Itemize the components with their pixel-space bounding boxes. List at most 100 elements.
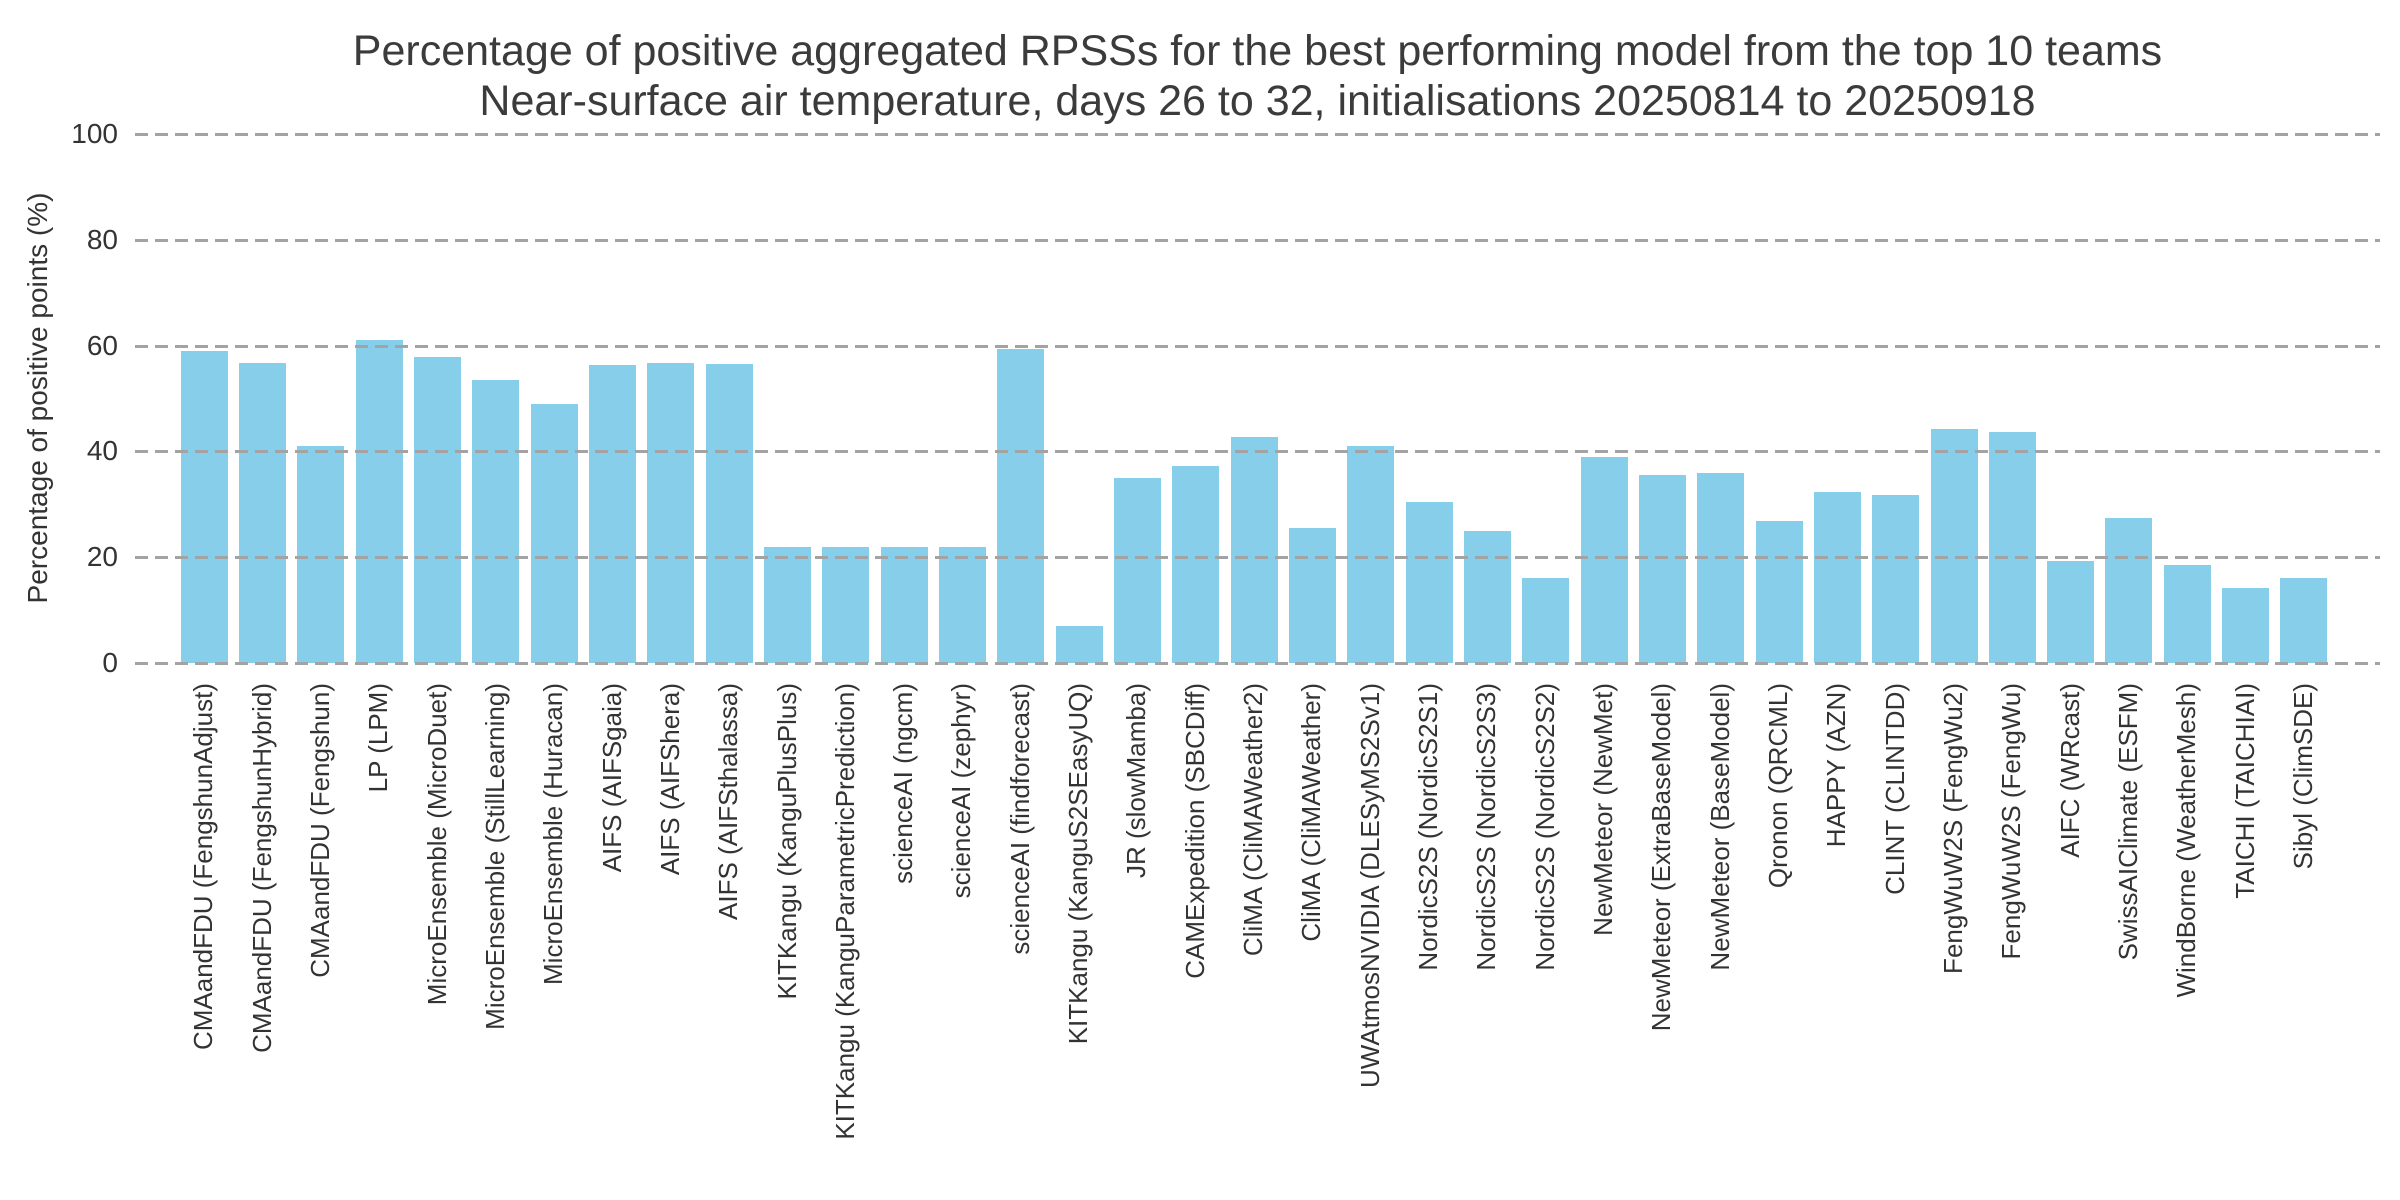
bar-slot xyxy=(642,363,700,663)
x-tick-label: WindBorne (WeatherMesh) xyxy=(2171,683,2202,998)
gridline xyxy=(135,450,2380,454)
bar-slot xyxy=(1400,502,1458,663)
x-tick-label: CMAandFDU (FengshunAdjust) xyxy=(188,683,219,1051)
x-tick-slot: scienceAI (zephyr) xyxy=(933,683,991,1200)
bar-slot xyxy=(1108,478,1166,663)
x-tick-slot: CMAandFDU (FengshunHybrid) xyxy=(233,683,291,1200)
bar-slot xyxy=(525,404,583,663)
x-tick-label: Qronon (QRCML) xyxy=(1763,683,1794,889)
x-tick-label: Sibyl (ClimSDE) xyxy=(2288,683,2319,870)
bar-slot xyxy=(408,357,466,663)
x-tick-label: scienceAI (findforecast) xyxy=(1004,683,1035,955)
bar xyxy=(1988,432,2036,663)
bar-slot xyxy=(292,446,350,663)
bar xyxy=(2163,565,2211,663)
y-tick-label: 80 xyxy=(86,223,118,255)
x-tick-slot: KITKangu (KanguPlusPlus) xyxy=(758,683,816,1200)
bar-slot xyxy=(467,380,525,663)
x-tick-slot: FengWuW2S (FengWu2) xyxy=(1925,683,1983,1200)
bar-slot xyxy=(1867,495,1925,663)
x-tick-label: LP (LPM) xyxy=(363,683,394,793)
bar xyxy=(1113,478,1161,663)
x-tick-slot: CAMExpedition (SBCDiff) xyxy=(1167,683,1225,1200)
y-tick-label: 100 xyxy=(71,118,118,149)
x-tick-slot: Qronon (QRCML) xyxy=(1750,683,1808,1200)
bar xyxy=(1813,492,1861,663)
bar xyxy=(822,547,870,663)
x-tick-labels: CMAandFDU (FengshunAdjust) CMAandFDU (Fen… xyxy=(175,683,2333,1200)
x-tick-slot: scienceAI (findforecast) xyxy=(992,683,1050,1200)
bar xyxy=(997,349,1045,663)
x-tick-slot: SwissAIClimate (ESFM) xyxy=(2100,683,2158,1200)
x-tick-label: CliMA (CliMAWeather2) xyxy=(1238,683,1269,957)
x-tick-label: KITKangu (KanguParametricPrediction) xyxy=(829,683,860,1140)
bar xyxy=(588,365,636,663)
x-tick-label: NordicS2S (NordicS2S2) xyxy=(1529,683,1560,971)
bar xyxy=(2280,578,2328,663)
bar-slot xyxy=(175,351,233,663)
plot-area xyxy=(135,133,2380,665)
x-tick-slot: MicroEnsemble (StillLearning) xyxy=(467,683,525,1200)
bar-slot xyxy=(700,364,758,663)
x-tick-slot: KITKangu (KanguParametricPrediction) xyxy=(817,683,875,1200)
bar-slot xyxy=(1925,429,1983,663)
x-tick-slot: NewMeteor (ExtraBaseModel) xyxy=(1633,683,1691,1200)
x-tick-slot: MicroEnsemble (Huracan) xyxy=(525,683,583,1200)
gridline xyxy=(135,344,2380,348)
bar-slot xyxy=(1458,531,1516,663)
bar-slot xyxy=(583,365,641,663)
bar-slot xyxy=(1983,432,2041,663)
x-tick-slot: MicroEnsemble (MicroDuet) xyxy=(408,683,466,1200)
bar xyxy=(180,351,228,663)
bar xyxy=(880,547,928,663)
bar-slot xyxy=(933,547,991,663)
x-tick-label: AIFS (AIFShera) xyxy=(654,683,685,876)
x-tick-label: KITKangu (KanguS2SEasyUQ) xyxy=(1063,683,1094,1045)
bar xyxy=(413,357,461,663)
x-tick-slot: WindBorne (WeatherMesh) xyxy=(2158,683,2216,1200)
bar xyxy=(1638,475,1686,663)
bar xyxy=(763,547,811,663)
bar-slot xyxy=(875,547,933,663)
y-tick-label: 60 xyxy=(86,329,118,361)
bar-slot xyxy=(1633,475,1691,663)
x-tick-slot: HAPPY (AZN) xyxy=(1808,683,1866,1200)
bar xyxy=(297,446,345,663)
x-tick-label: HAPPY (AZN) xyxy=(1821,683,1852,848)
x-tick-slot: TAICHI (TAICHIAI) xyxy=(2216,683,2274,1200)
x-tick-label: NordicS2S (NordicS2S1) xyxy=(1413,683,1444,971)
x-tick-label: scienceAI (ngcm) xyxy=(888,683,919,884)
bar-slot xyxy=(1750,521,1808,663)
x-tick-slot: CMAandFDU (Fengshun) xyxy=(292,683,350,1200)
bar-slot xyxy=(992,349,1050,663)
chart-subtitle: Near-surface air temperature, days 26 to… xyxy=(479,77,2036,125)
x-tick-label: NewMeteor (NewMet) xyxy=(1588,683,1619,936)
x-tick-label: CAMExpedition (SBCDiff) xyxy=(1179,683,1210,979)
bar xyxy=(938,547,986,663)
bar xyxy=(705,364,753,663)
bar xyxy=(2047,561,2095,663)
bars-container xyxy=(175,134,2333,663)
bar xyxy=(1055,626,1103,663)
bar-slot xyxy=(2100,518,2158,663)
x-tick-slot: CMAandFDU (FengshunAdjust) xyxy=(175,683,233,1200)
x-tick-label: MicroEnsemble (Huracan) xyxy=(538,683,569,985)
x-tick-label: CliMA (CliMAWeather) xyxy=(1296,683,1327,942)
gridline xyxy=(135,556,2380,560)
bar xyxy=(1172,466,1220,663)
bar-slot xyxy=(817,547,875,663)
bar-slot xyxy=(1692,473,1750,663)
x-tick-slot: scienceAI (ngcm) xyxy=(875,683,933,1200)
chart-title: Percentage of positive aggregated RPSSs … xyxy=(352,27,2163,75)
bar xyxy=(1230,437,1278,663)
bar xyxy=(1755,521,1803,663)
gridline xyxy=(135,662,2380,665)
bar-slot xyxy=(1050,626,1108,663)
bar-slot xyxy=(2216,588,2274,663)
bar xyxy=(355,340,403,663)
x-tick-slot: NewMeteor (NewMet) xyxy=(1575,683,1633,1200)
x-tick-slot: NordicS2S (NordicS2S1) xyxy=(1400,683,1458,1200)
bar xyxy=(1405,502,1453,663)
x-tick-label: AIFS (AIFSthalassa) xyxy=(713,683,744,920)
bar-slot xyxy=(233,363,291,663)
